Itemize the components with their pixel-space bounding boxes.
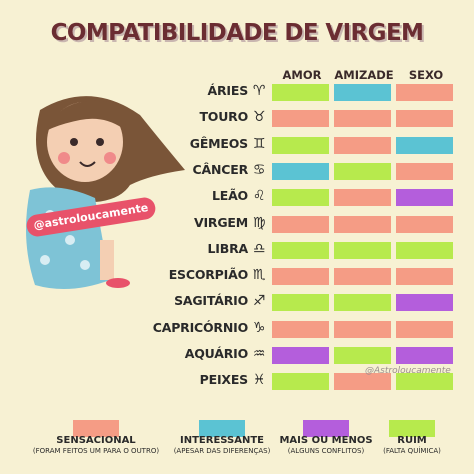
compatibility-cell [334,162,391,180]
compatibility-cell [272,215,329,233]
zodiac-icon: ♓ [252,372,266,389]
legend-sublabel: (FALTA QUÍMICA) [383,447,441,455]
zodiac-icon: ♊ [252,135,266,152]
legend-swatch [199,420,245,437]
legend-label: RUIM [397,435,427,446]
compatibility-cell [272,320,329,338]
legend-label: MAIS OU MENOS [279,435,373,446]
compatibility-cell [396,215,453,233]
row-label: ESCORPIÃO ♏ [150,267,266,283]
sign-name: CAPRICÓRNIO [152,319,248,335]
legend-label: SENSACIONAL [56,435,136,446]
column-header-amizade: AMIZADE [334,68,394,82]
compatibility-cell [396,110,453,128]
compatibility-cell [396,162,453,180]
compatibility-cell [272,189,329,207]
compatibility-cell [272,373,329,391]
compatibility-cell [272,84,329,101]
legend-swatch [389,420,435,437]
zodiac-icon: ♒ [252,346,266,362]
compatibility-cell [334,136,391,154]
sign-name: ÁRIES [207,83,249,98]
row-label: GÊMEOS ♊ [150,136,266,152]
zodiac-icon: ♏ [252,267,266,284]
compatibility-cell [334,84,391,101]
legend-sublabel: (APESAR DAS DIFERENÇAS) [173,447,271,455]
column-header-amor: AMOR [282,68,322,82]
row-label: ÁRIES ♈ [150,83,266,99]
zodiac-icon: ♑ [252,319,266,336]
compatibility-cell [272,136,329,154]
sign-name: SAGITÁRIO [174,293,248,309]
compatibility-cell [334,373,391,391]
row-label: TOURO ♉ [150,109,266,125]
compatibility-cell [396,189,453,207]
row-label: LEÃO ♌ [150,188,266,204]
row-label: CÂNCER ♋ [150,162,266,178]
row-label: AQUÁRIO ♒ [150,346,266,362]
compatibility-cell [334,189,391,207]
compatibility-cell [334,294,391,312]
compatibility-cell [396,294,453,312]
legend-label: INTERESSANTE [180,435,264,446]
compatibility-cell [396,268,453,286]
compatibility-cell [272,110,329,128]
compatibility-cell [334,110,391,128]
compatibility-cell [272,268,329,286]
compatibility-cell [334,241,391,259]
compatibility-cell [396,136,453,154]
column-header-sexo: SEXO [408,68,444,82]
row-label: VIRGEM ♍ [150,215,266,231]
legend-sublabel: (ALGUNS CONFLITOS) [287,447,365,455]
compatibility-cell [334,320,391,338]
compatibility-cell [396,241,453,259]
zodiac-icon: ♈ [252,83,266,99]
sign-name: CÂNCER [192,161,249,177]
compatibility-cell [334,347,391,364]
sign-name: GÊMEOS [189,135,248,151]
zodiac-icon: ♎ [252,240,266,257]
row-label: PEIXES ♓ [150,372,266,388]
compatibility-cell [272,294,329,312]
compatibility-cell [396,320,453,338]
compatibility-cell [396,347,453,364]
compatibility-cell [396,84,453,101]
watermark: @Astroloucamente [365,366,451,376]
row-label: LIBRA ♎ [150,241,266,257]
zodiac-icon: ♐ [252,293,266,310]
sign-name: LIBRA [207,240,249,256]
sign-name: TOURO [199,109,248,125]
sign-name: PEIXES [199,372,249,388]
row-label: CAPRICÓRNIO ♑ [150,320,266,336]
compatibility-cell [272,162,329,180]
zodiac-icon: ♉ [252,109,266,126]
zodiac-icon: ♌ [252,188,266,205]
sign-name: VIRGEM [194,214,248,230]
compatibility-cell [272,241,329,259]
legend-sublabel: (FORAM FEITOS UM PARA O OUTRO) [32,447,160,455]
sign-name: LEÃO [211,188,248,204]
compatibility-cell [396,373,453,391]
legend-swatch [303,420,349,437]
legend-swatch [73,420,119,437]
page-title: COMPATIBILIDADE DE VIRGEM [50,20,424,46]
compatibility-cell [272,347,329,364]
compatibility-cell [334,215,391,233]
zodiac-icon: ♍ [252,214,266,231]
sign-name: AQUÁRIO [184,346,248,361]
sign-name: ESCORPIÃO [168,267,248,283]
zodiac-icon: ♋ [252,161,266,178]
row-label: SAGITÁRIO ♐ [150,293,266,309]
compatibility-cell [334,268,391,286]
